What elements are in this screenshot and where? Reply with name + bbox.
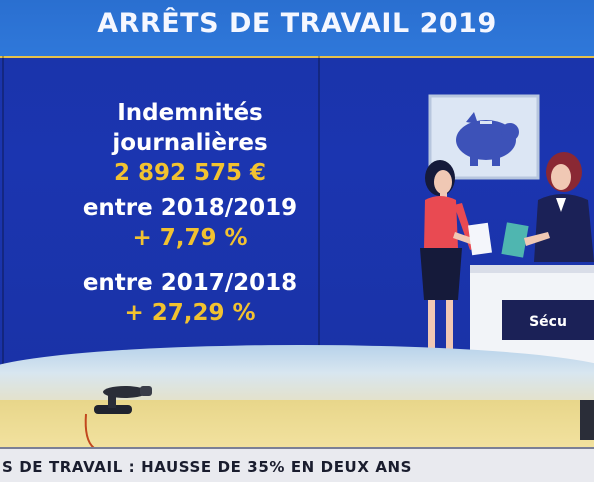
clerk-figure xyxy=(501,152,594,262)
news-ticker: S DE TRAVAIL : HAUSSE DE 35% EN DEUX ANS xyxy=(0,447,594,482)
stat-label: entre 2018/2019 xyxy=(82,195,298,221)
stat-daily-allowance: Indemnités journalières 2 892 575 € xyxy=(40,98,340,188)
screen-seam xyxy=(2,56,4,396)
video-wall: ARRÊTS DE TRAVAIL 2019 Indemnités journa… xyxy=(0,0,594,396)
camera-stand xyxy=(580,400,594,440)
stat-value: + 27,29 % xyxy=(124,300,256,326)
stat-value: + 7,79 % xyxy=(132,225,248,251)
counter-sign: Sécu xyxy=(529,314,567,330)
stat-label: Indemnités journalières xyxy=(112,100,268,156)
stat-2017-2018: entre 2017/2018 + 27,29 % xyxy=(40,268,340,328)
piggy-bank-icon xyxy=(428,94,540,180)
title-band: ARRÊTS DE TRAVAIL 2019 xyxy=(0,0,594,58)
stat-value: 2 892 575 € xyxy=(113,160,267,186)
stat-2018-2019: entre 2018/2019 + 7,79 % xyxy=(40,193,340,253)
ticker-headline: S DE TRAVAIL : HAUSSE DE 35% EN DEUX ANS xyxy=(2,458,413,476)
microphone-icon xyxy=(84,386,152,449)
page-title: ARRÊTS DE TRAVAIL 2019 xyxy=(97,8,497,39)
stat-label: entre 2017/2018 xyxy=(82,270,298,296)
screen-seam xyxy=(318,56,320,396)
woman-figure xyxy=(420,160,492,362)
office-illustration: Sécu xyxy=(420,94,594,375)
